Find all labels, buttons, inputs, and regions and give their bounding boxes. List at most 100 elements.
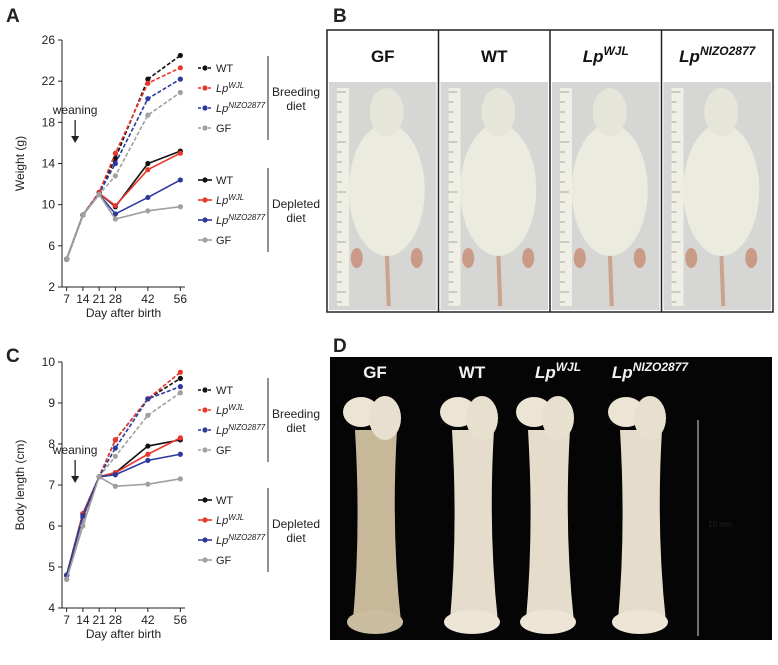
legend-name: WT: [216, 175, 233, 187]
bone-condyle: [520, 610, 576, 634]
series-line: [65, 437, 181, 576]
photo-label-base: WT: [481, 47, 508, 66]
data-point: [96, 474, 102, 480]
bone-shaft: [450, 430, 498, 622]
bone-trochanter: [634, 396, 666, 440]
mouse-foot: [410, 248, 423, 268]
photo-label-sup: WJL: [603, 44, 628, 58]
bone-trochanter: [542, 396, 574, 440]
legend-marker: [202, 497, 208, 503]
y-tick-label: 2: [48, 280, 55, 294]
series-line: [65, 453, 181, 576]
data-point: [177, 177, 183, 183]
legend-sup: NIZO2877: [228, 101, 265, 110]
data-point: [145, 443, 151, 449]
x-tick-label: 21: [92, 292, 106, 306]
mouse-head: [369, 88, 404, 136]
y-tick-label: 10: [42, 198, 56, 212]
data-point: [177, 390, 183, 396]
data-point: [112, 445, 118, 451]
y-tick-label: 6: [48, 239, 55, 253]
x-tick-label: 14: [76, 292, 90, 306]
ruler: [448, 88, 461, 306]
photo-label-base: Lp: [583, 47, 604, 66]
legend-group-label: Breeding: [272, 407, 320, 421]
photo-label: LpWJL: [535, 360, 581, 382]
series-line: [65, 67, 181, 260]
legend-name: Lp: [216, 405, 228, 417]
legend-name: WT: [216, 63, 233, 75]
legend-group-label: Breeding: [272, 85, 320, 99]
data-point: [80, 212, 86, 218]
panel-label: A: [6, 6, 20, 27]
mouse-body: [683, 124, 760, 256]
data-point: [177, 65, 183, 71]
legend-marker: [202, 537, 208, 543]
data-point: [177, 451, 183, 457]
panel-label: C: [6, 346, 20, 367]
data-point: [145, 208, 151, 214]
legend-entry: GF: [216, 123, 232, 135]
annotation: weaning: [52, 103, 98, 117]
mouse-foot: [685, 248, 698, 268]
series-line: [65, 475, 181, 580]
photo-label-base: WT: [459, 363, 486, 382]
photo-label: WT: [481, 47, 508, 66]
legend-sup: NIZO2877: [228, 213, 265, 222]
bone-trochanter: [369, 396, 401, 440]
data-point: [177, 384, 183, 390]
legend-entry: LpNIZO2877: [216, 533, 266, 547]
mouse-foot: [350, 248, 363, 268]
legend-entry: GF: [216, 555, 232, 567]
series-line: [65, 179, 181, 260]
data-point: [177, 369, 183, 375]
x-tick-label: 56: [174, 613, 188, 627]
photo-label-base: GF: [363, 363, 387, 382]
legend-name: Lp: [216, 103, 228, 115]
data-point: [145, 80, 151, 86]
legend-name: GF: [216, 235, 232, 247]
bone-shaft: [353, 430, 401, 622]
x-tick-label: 21: [92, 613, 106, 627]
legend-entry: WT: [216, 175, 233, 187]
y-tick-label: 7: [48, 478, 55, 492]
legend-marker: [202, 197, 208, 203]
panel-label: D: [333, 336, 347, 357]
data-point: [177, 150, 183, 156]
photo-label: GF: [371, 47, 395, 66]
mouse-head: [704, 88, 739, 136]
y-tick-label: 18: [42, 115, 56, 129]
x-tick-label: 28: [109, 613, 123, 627]
data-point: [64, 576, 70, 582]
bone-shaft: [618, 430, 666, 622]
legend-marker: [202, 517, 208, 523]
legend-name: Lp: [216, 83, 228, 95]
x-tick-label: 56: [174, 292, 188, 306]
legend-entry: LpNIZO2877: [216, 423, 266, 437]
y-tick-label: 6: [48, 519, 55, 533]
photo-label-sup: WJL: [556, 360, 581, 374]
legend-entry: WT: [216, 63, 233, 75]
data-point: [145, 76, 151, 82]
series-line: [65, 152, 181, 260]
data-point: [145, 167, 151, 173]
photo-label: LpWJL: [583, 44, 629, 66]
photo-label: LpNIZO2877: [612, 360, 689, 382]
annotation-arrowhead: [71, 136, 80, 143]
data-point: [112, 173, 118, 179]
mouse-foot: [573, 248, 586, 268]
photo-label-sup: NIZO2877: [633, 360, 690, 374]
y-axis-label: Body length (cm): [13, 440, 27, 531]
legend-group-label: diet: [286, 99, 306, 113]
legend-name: Lp: [216, 515, 228, 527]
legend-marker: [202, 85, 208, 91]
data-point: [145, 96, 151, 102]
mouse-head: [481, 88, 516, 136]
legend-marker: [202, 105, 208, 111]
mouse-foot: [633, 248, 646, 268]
data-point: [112, 150, 118, 156]
data-point: [177, 89, 183, 96]
legend-name: WT: [216, 385, 233, 397]
legend-name: GF: [216, 555, 232, 567]
legend-entry: WT: [216, 385, 233, 397]
